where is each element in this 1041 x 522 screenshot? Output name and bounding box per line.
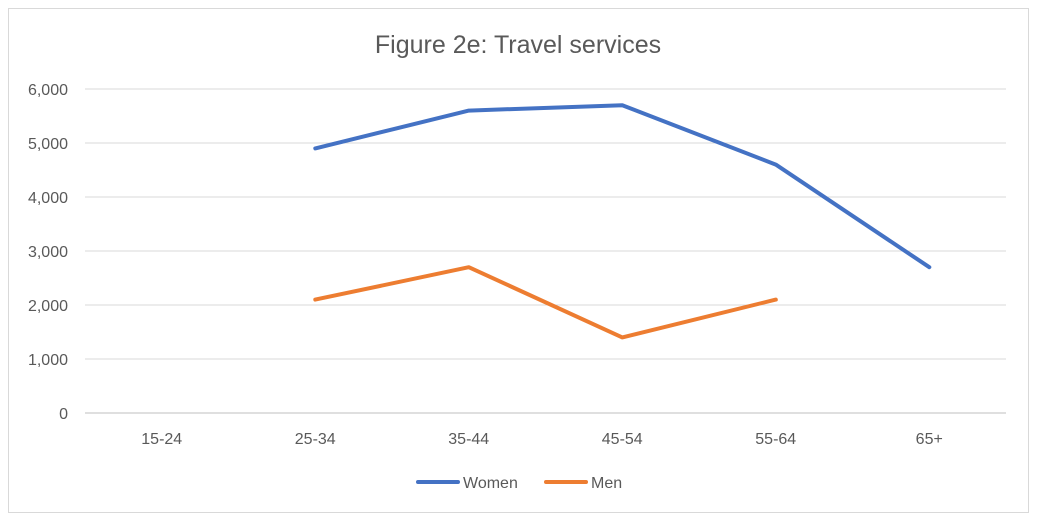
- y-tick-label: 6,000: [28, 82, 68, 99]
- x-axis-ticks: 15-24 25-34 35-44 45-54 55-64 65+: [141, 431, 943, 448]
- legend: Women Men: [416, 475, 622, 492]
- y-tick-label: 4,000: [28, 190, 68, 207]
- y-axis-ticks: 0 1,000 2,000 3,000 4,000 5,000 6,000: [28, 82, 68, 423]
- y-tick-label: 0: [59, 406, 68, 423]
- gridlines: [85, 88, 1006, 414]
- x-tick-label: 55-64: [755, 431, 796, 448]
- legend-label-women: Women: [463, 475, 518, 492]
- chart-frame: [8, 8, 1029, 513]
- y-tick-label: 2,000: [28, 298, 68, 315]
- x-tick-label: 15-24: [141, 431, 182, 448]
- x-tick-label: 25-34: [295, 431, 336, 448]
- x-tick-label: 35-44: [448, 431, 489, 448]
- x-tick-label: 65+: [916, 431, 943, 448]
- chart-title: Figure 2e: Travel services: [375, 31, 661, 59]
- series-lines: [313, 103, 932, 340]
- y-tick-label: 5,000: [28, 136, 68, 153]
- series-line-women: [313, 103, 932, 270]
- x-tick-label: 45-54: [602, 431, 643, 448]
- y-tick-label: 3,000: [28, 244, 68, 261]
- series-line-men: [313, 265, 778, 340]
- legend-label-men: Men: [591, 475, 622, 492]
- y-tick-label: 1,000: [28, 352, 68, 369]
